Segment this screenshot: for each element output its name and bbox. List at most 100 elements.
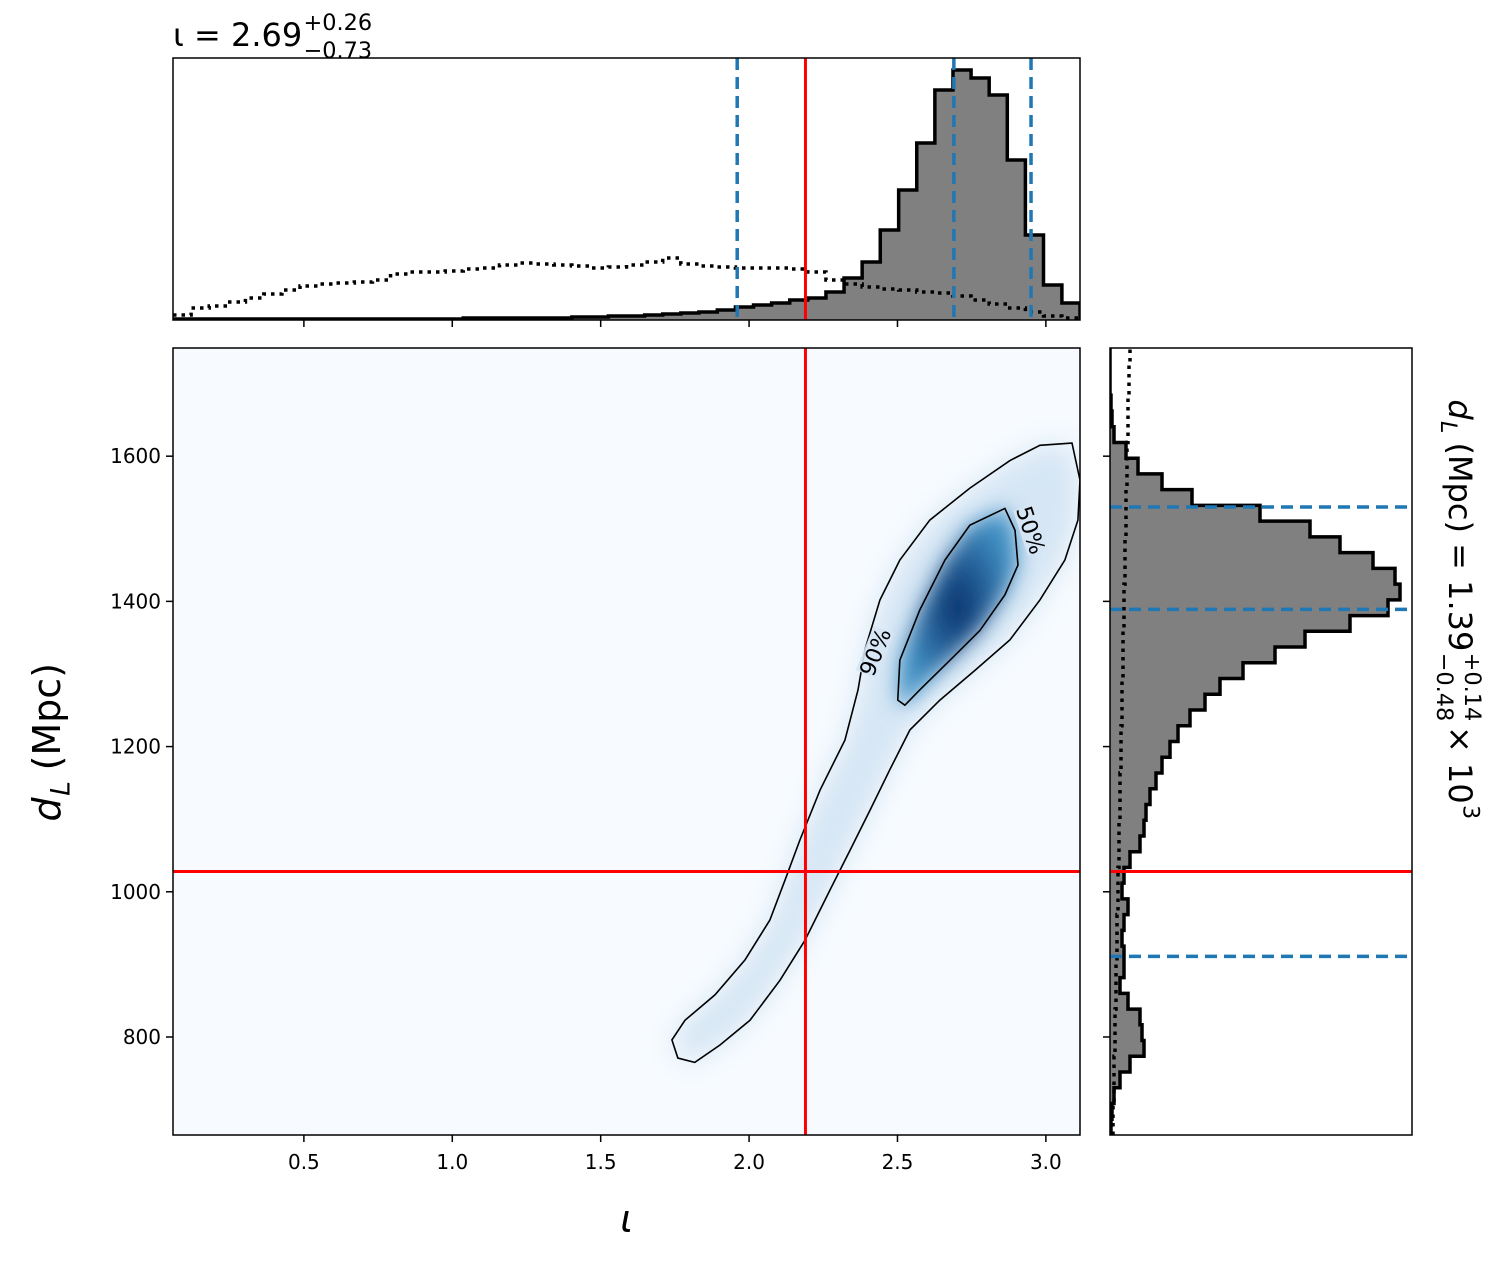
label-part: L (1435, 421, 1461, 433)
hist-bar (1110, 568, 1395, 585)
x-tick-label: 1.0 (436, 1150, 468, 1174)
label-part: −0.73 (304, 38, 373, 64)
hist-bar (1110, 741, 1170, 758)
axes-frame (172, 347, 1081, 1136)
y-tick-label: 800 (123, 1025, 161, 1049)
label-part: (Mpc) = 1.39 (1441, 442, 1479, 651)
hist-bar (1110, 961, 1124, 979)
hist-outline (1110, 348, 1402, 1135)
hist-bar (1110, 725, 1178, 742)
hist-bar (717, 310, 736, 320)
hist-bar (1110, 1072, 1120, 1089)
label-part: (Mpc) (25, 663, 69, 770)
hist-bar (1110, 426, 1114, 443)
hist-bar (698, 312, 718, 320)
hist-bar (1110, 757, 1162, 774)
hist-bar (1110, 993, 1128, 1010)
contour-line (896, 507, 1019, 707)
hist-bar (1025, 235, 1044, 320)
hist-bar (1110, 442, 1126, 459)
hist-bar (680, 313, 700, 320)
axes-frame (172, 57, 1081, 321)
hist-bar (1110, 1009, 1140, 1026)
contour-line (671, 442, 1080, 1064)
label-part: × 10 (1441, 726, 1479, 804)
hist-bar (825, 292, 845, 320)
hist-bar (1043, 285, 1063, 320)
hist-bar (1110, 1040, 1144, 1057)
label-part: −0.48 (1431, 653, 1457, 722)
hist-bar (1110, 1024, 1142, 1042)
hist-bar (1110, 820, 1144, 837)
hist-bar (1110, 678, 1220, 695)
x-tick-label: 2.5 (882, 1150, 914, 1174)
plot-background (173, 348, 1080, 1135)
histogram (1110, 348, 1412, 1135)
x-tick-label: 3.0 (1030, 1150, 1062, 1174)
hist-bar (771, 303, 791, 320)
hist-bar (880, 230, 900, 320)
hist-bar (1110, 1087, 1114, 1104)
hist-bar (952, 70, 972, 320)
hist-bar (1110, 631, 1305, 648)
hist-bar (662, 314, 682, 320)
y-axis-label: dL (Mpc) (25, 663, 77, 822)
hist-bar (1110, 505, 1260, 522)
contour-label-bg (1013, 503, 1049, 557)
label-part: L (46, 781, 77, 796)
contour-label-bg (855, 625, 895, 679)
prior-outline (1111, 348, 1132, 1135)
hist-bar (1110, 584, 1400, 601)
hist-bar (1110, 883, 1122, 900)
hist-bar (1110, 930, 1122, 947)
right-title: dL (Mpc) = 1.39+0.14−0.48 × 103 (1431, 399, 1485, 819)
hist-bar (1110, 709, 1190, 727)
density (671, 442, 1080, 1064)
hist-bar (1110, 946, 1124, 963)
histogram (173, 58, 1080, 320)
hist-bar (1061, 303, 1080, 320)
hist-bar (1110, 1056, 1130, 1073)
label-part: +0.14 (1459, 653, 1485, 722)
hist-bar (1110, 773, 1156, 790)
y-tick-label: 1600 (110, 444, 161, 468)
label-part: ι = 2.69 (173, 16, 302, 54)
hist-bar (735, 307, 755, 320)
label-part: 3 (1457, 805, 1483, 819)
prior-outline (173, 256, 1080, 320)
hist-bar (1110, 914, 1124, 931)
hist-outline (173, 68, 1080, 320)
hist-bar (1110, 489, 1192, 506)
hist-bar (971, 78, 990, 320)
label-part: d (1441, 399, 1479, 420)
hist-bar (934, 90, 954, 320)
label-part: +0.26 (304, 10, 373, 36)
hist-bar (844, 278, 863, 320)
density-shade-inner (897, 508, 1018, 706)
x-axis-label: ι (620, 1197, 633, 1241)
hist-bar (1110, 458, 1138, 475)
hist-bar (644, 315, 664, 320)
hist-bar (1110, 647, 1275, 664)
hist-bar (989, 95, 1008, 320)
x-tick-label: 1.5 (585, 1150, 617, 1174)
label-part: d (25, 797, 69, 822)
hist-bar (1110, 473, 1162, 491)
y-tick-label: 1000 (110, 880, 161, 904)
top-title: ι = 2.69 +0.26−0.73 (173, 10, 372, 64)
hist-bar (1007, 160, 1026, 320)
hist-bar (1110, 788, 1150, 805)
hist-bar (1110, 804, 1146, 821)
hist-bar (1110, 977, 1120, 994)
y-tick-label: 1400 (110, 589, 161, 613)
hist-bar (807, 298, 827, 320)
x-tick-label: 0.5 (288, 1150, 320, 1174)
hist-bar (789, 300, 809, 320)
hist-bar (1110, 615, 1350, 632)
hist-bar (608, 316, 627, 320)
truth-lines (173, 348, 1080, 1135)
hist-bar (1110, 552, 1373, 569)
hist-bar (626, 316, 646, 320)
x-tick-label: 2.0 (733, 1150, 765, 1174)
